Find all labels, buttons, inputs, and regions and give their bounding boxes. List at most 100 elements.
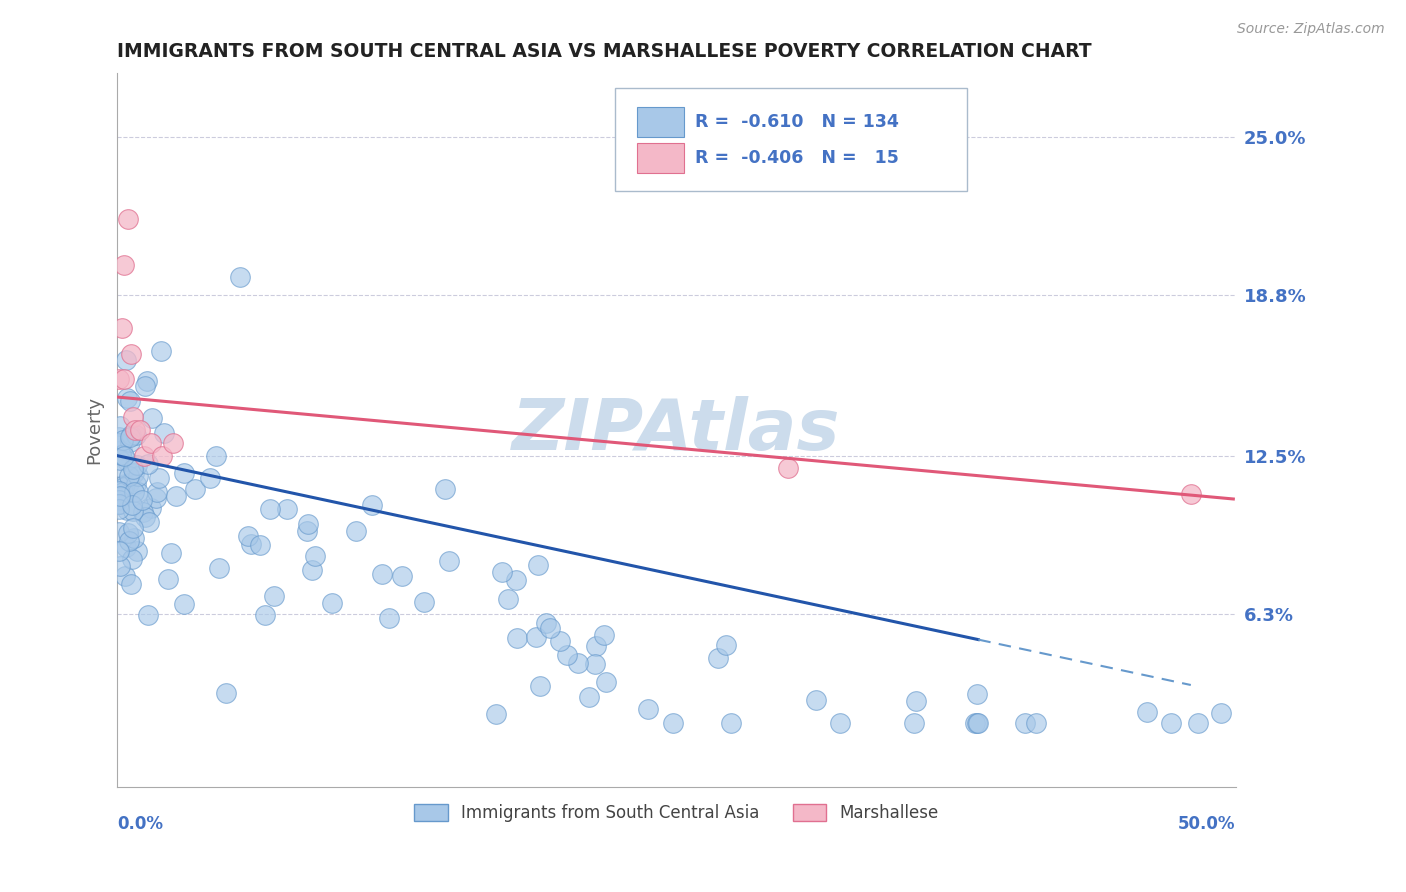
Point: [413, 595, 436, 609]
FancyBboxPatch shape: [614, 87, 967, 191]
Point: [121, 552, 143, 566]
Point: [150, 344, 173, 359]
Point: [131, 493, 153, 508]
Point: [720, 716, 742, 731]
Point: [297, 517, 319, 532]
Point: [1136, 705, 1159, 719]
Point: [128, 423, 150, 437]
Point: [124, 466, 146, 480]
Point: [118, 475, 141, 490]
Point: [263, 589, 285, 603]
Point: [229, 270, 252, 285]
Point: [122, 504, 145, 518]
Point: [108, 459, 131, 474]
Point: [707, 650, 730, 665]
Point: [371, 567, 394, 582]
Point: [1025, 716, 1047, 731]
Point: [198, 471, 221, 485]
Legend: Immigrants from South Central Asia, Marshallese: Immigrants from South Central Asia, Mars…: [408, 797, 945, 829]
Point: [132, 449, 155, 463]
Point: [110, 489, 132, 503]
Point: [236, 529, 259, 543]
Point: [361, 498, 384, 512]
Point: [127, 484, 149, 499]
Point: [240, 537, 263, 551]
Point: [529, 679, 551, 693]
Point: [204, 449, 226, 463]
Point: [108, 483, 131, 498]
Point: [557, 648, 579, 662]
Point: [139, 501, 162, 516]
FancyBboxPatch shape: [637, 143, 685, 173]
Point: [135, 374, 157, 388]
Point: [301, 563, 323, 577]
Point: [108, 435, 131, 450]
Point: [583, 657, 606, 672]
Point: [254, 607, 277, 622]
Point: [828, 716, 851, 731]
Point: [132, 505, 155, 519]
Point: [112, 480, 135, 494]
Point: [567, 657, 589, 671]
Point: [215, 686, 238, 700]
Point: [111, 490, 134, 504]
Point: [122, 521, 145, 535]
Point: [152, 426, 174, 441]
Point: [110, 490, 132, 504]
Point: [115, 454, 138, 468]
FancyBboxPatch shape: [637, 107, 685, 137]
Point: [134, 379, 156, 393]
Point: [295, 524, 318, 538]
Point: [184, 482, 207, 496]
Point: [491, 565, 513, 579]
Point: [108, 430, 131, 444]
Point: [637, 702, 659, 716]
Point: [111, 443, 134, 458]
Point: [108, 544, 131, 558]
Point: [496, 592, 519, 607]
Point: [806, 693, 828, 707]
Point: [110, 418, 132, 433]
Text: R =  -0.610   N = 134: R = -0.610 N = 134: [696, 113, 900, 131]
Point: [108, 558, 131, 573]
Point: [127, 469, 149, 483]
Point: [160, 546, 183, 560]
Point: [903, 716, 925, 731]
Y-axis label: Poverty: Poverty: [86, 396, 103, 464]
Point: [550, 634, 572, 648]
Point: [125, 428, 148, 442]
Point: [112, 449, 135, 463]
Point: [114, 477, 136, 491]
Point: [162, 436, 184, 450]
Point: [108, 502, 131, 516]
Text: IMMIGRANTS FROM SOUTH CENTRAL ASIA VS MARSHALLESE POVERTY CORRELATION CHART: IMMIGRANTS FROM SOUTH CENTRAL ASIA VS MA…: [117, 42, 1092, 61]
Point: [505, 573, 527, 587]
Point: [125, 458, 148, 473]
Point: [578, 690, 600, 704]
Point: [967, 716, 990, 731]
Text: 50.0%: 50.0%: [1178, 815, 1236, 833]
Point: [173, 466, 195, 480]
Point: [1180, 487, 1202, 501]
Point: [108, 497, 131, 511]
Point: [1014, 716, 1036, 731]
Point: [108, 493, 131, 508]
Point: [526, 558, 548, 572]
Point: [150, 449, 173, 463]
Text: R =  -0.406   N =   15: R = -0.406 N = 15: [696, 149, 900, 167]
Point: [148, 471, 170, 485]
Point: [391, 568, 413, 582]
Point: [1160, 716, 1182, 731]
Point: [208, 561, 231, 575]
Point: [121, 498, 143, 512]
Point: [304, 549, 326, 563]
Point: [112, 372, 135, 386]
Point: [136, 608, 159, 623]
Point: [966, 716, 988, 731]
Point: [433, 482, 456, 496]
Point: [138, 516, 160, 530]
Point: [1209, 706, 1232, 720]
Point: [122, 531, 145, 545]
Point: [120, 347, 142, 361]
Point: [965, 716, 987, 731]
